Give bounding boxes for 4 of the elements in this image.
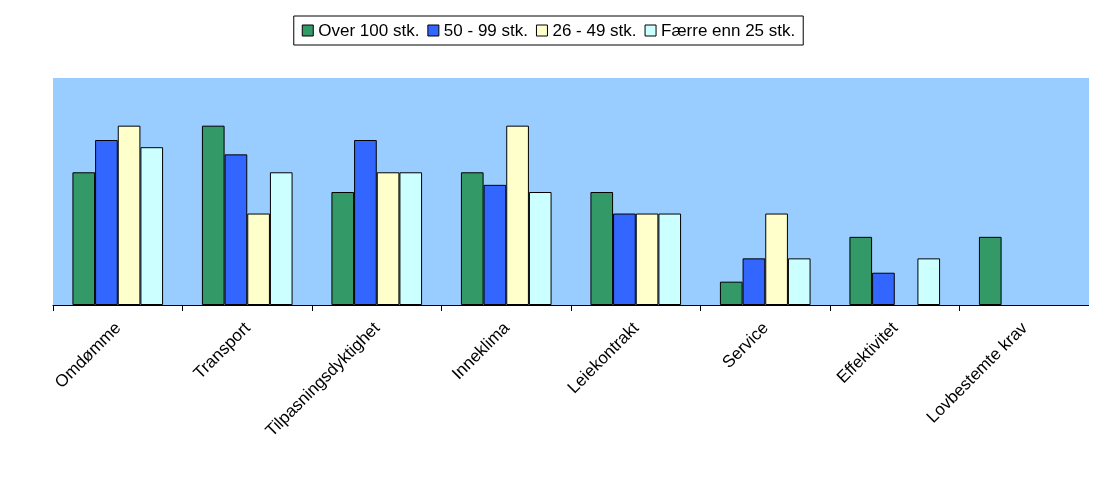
legend-label: Over 100 stk. (318, 21, 420, 40)
legend-label: Færre enn 25 stk. (661, 21, 796, 40)
legend-label: 50 - 99 stk. (443, 21, 528, 40)
legend-label: 26 - 49 stk. (552, 21, 637, 40)
